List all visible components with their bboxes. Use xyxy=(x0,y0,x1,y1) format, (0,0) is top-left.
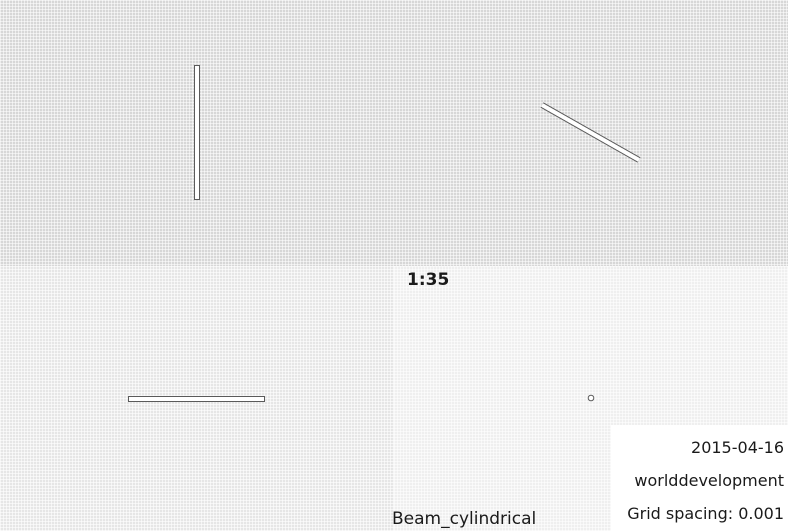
part-name-label: Beam_cylindrical xyxy=(392,509,537,529)
bottom-left-view-panel xyxy=(0,266,394,531)
scale-label: 1:35 xyxy=(407,270,450,290)
date-label: 2015-04-16 xyxy=(691,438,784,457)
beam-diagonal-view xyxy=(540,102,641,163)
title-block: 2015-04-16 worlddevelopment Grid spacing… xyxy=(611,425,788,531)
project-label: worlddevelopment xyxy=(634,471,784,490)
beam-end-view xyxy=(587,394,595,402)
grid-spacing-label: Grid spacing: 0.001 xyxy=(627,504,784,523)
beam-vertical-view xyxy=(194,65,200,200)
beam-horizontal-view xyxy=(128,396,265,402)
top-view-panel xyxy=(0,0,788,266)
